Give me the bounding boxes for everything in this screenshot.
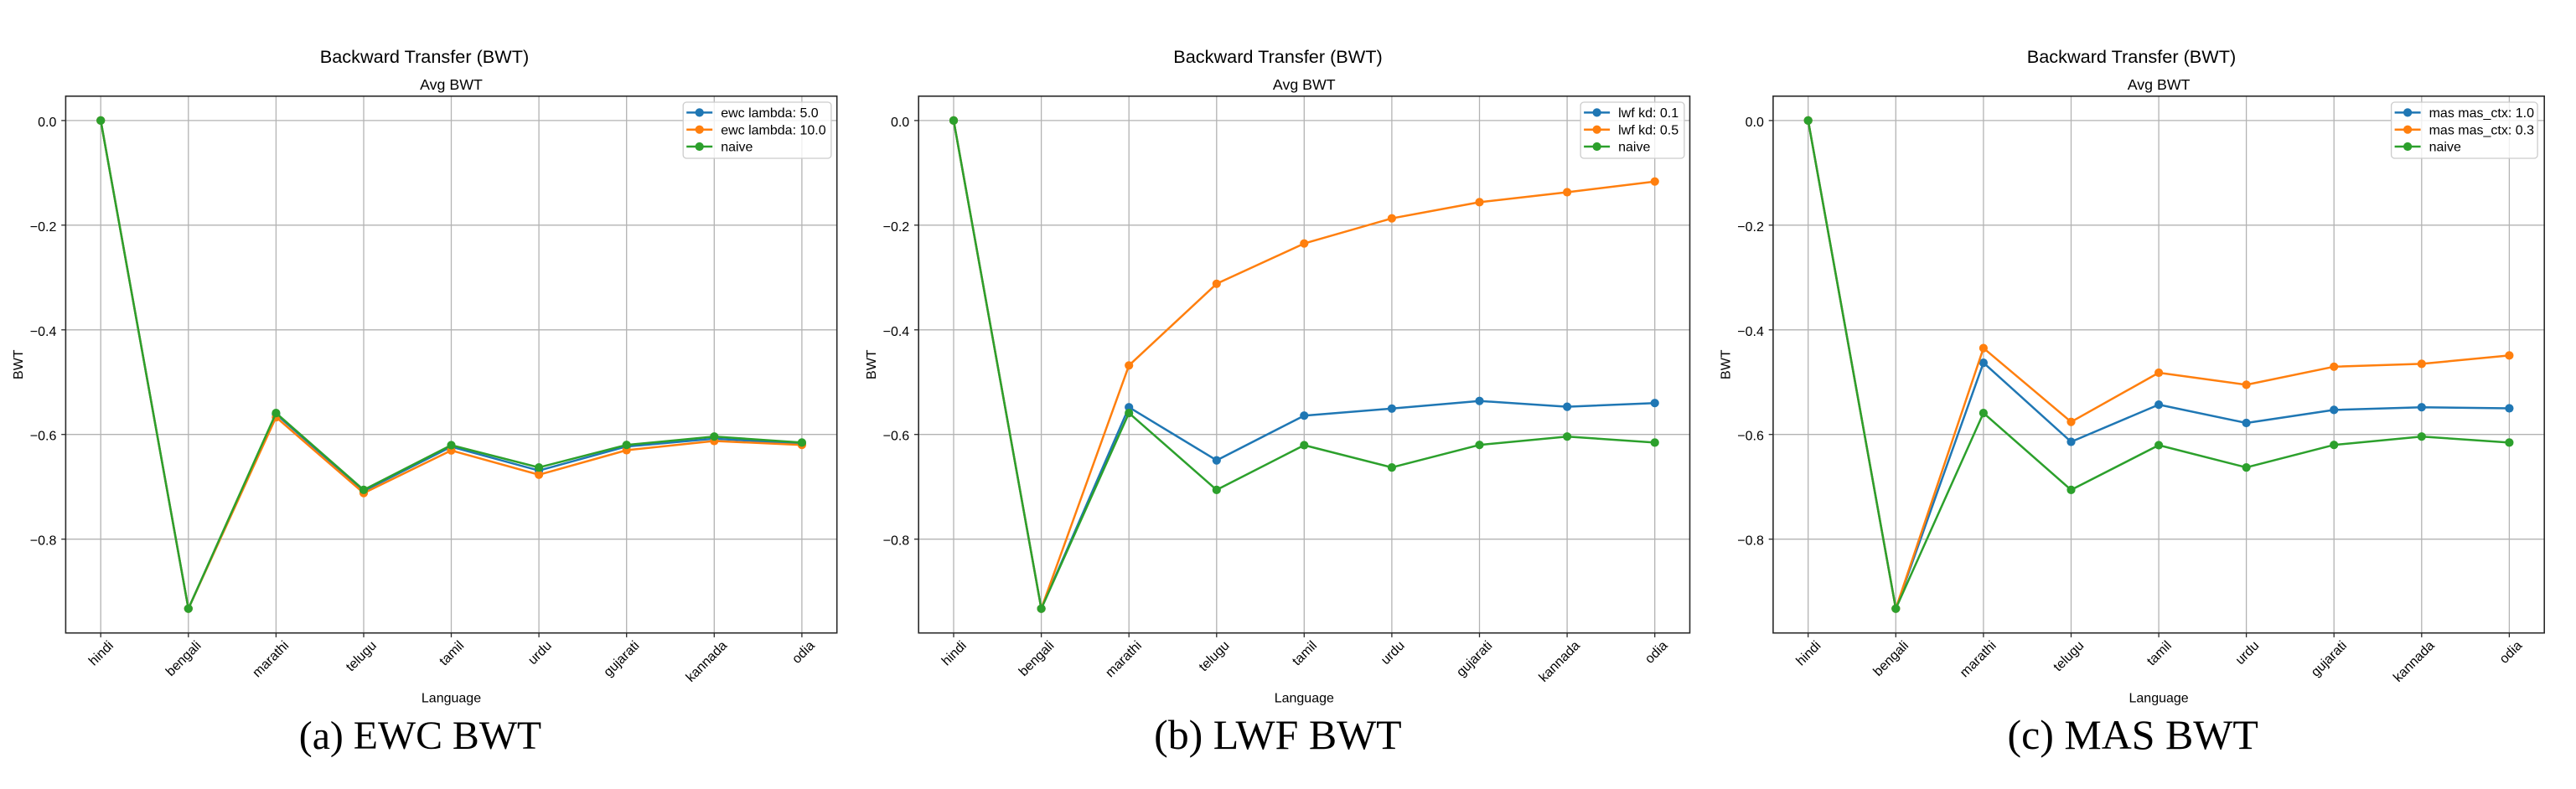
svg-text:Avg BWT: Avg BWT	[420, 76, 483, 93]
svg-text:Backward Transfer (BWT): Backward Transfer (BWT)	[320, 46, 529, 67]
svg-text:naive: naive	[2429, 141, 2461, 155]
svg-text:Avg BWT: Avg BWT	[1273, 76, 1336, 93]
svg-text:Language: Language	[1275, 692, 1334, 706]
svg-text:−0.2: −0.2	[883, 220, 910, 235]
svg-text:BWT: BWT	[1720, 349, 1734, 379]
svg-text:ewc lambda: 10.0: ewc lambda: 10.0	[721, 123, 826, 137]
svg-text:0.0: 0.0	[38, 116, 56, 130]
svg-text:−0.4: −0.4	[30, 325, 57, 339]
svg-text:lwf kd: 0.1: lwf kd: 0.1	[1618, 106, 1679, 121]
svg-text:−0.8: −0.8	[883, 534, 910, 549]
svg-text:(a) EWC BWT: (a) EWC BWT	[299, 714, 541, 758]
svg-text:mas mas_ctx: 1.0: mas mas_ctx: 1.0	[2429, 106, 2534, 121]
svg-text:ewc lambda: 5.0: ewc lambda: 5.0	[721, 106, 819, 121]
svg-text:(b) LWF BWT: (b) LWF BWT	[1154, 712, 1402, 758]
svg-text:−0.6: −0.6	[30, 430, 57, 444]
svg-text:BWT: BWT	[865, 349, 879, 379]
svg-text:−0.8: −0.8	[30, 534, 57, 549]
svg-text:0.0: 0.0	[891, 116, 909, 130]
svg-text:naive: naive	[721, 141, 753, 155]
svg-text:Language: Language	[2129, 692, 2189, 706]
svg-text:lwf kd: 0.5: lwf kd: 0.5	[1618, 123, 1679, 137]
svg-text:Avg BWT: Avg BWT	[2128, 76, 2191, 93]
svg-text:Language: Language	[422, 692, 481, 706]
svg-text:0.0: 0.0	[1746, 116, 1764, 130]
svg-text:Backward Transfer (BWT): Backward Transfer (BWT)	[1173, 46, 1382, 67]
svg-text:−0.8: −0.8	[1737, 534, 1764, 549]
svg-text:−0.4: −0.4	[1737, 325, 1764, 339]
svg-text:BWT: BWT	[12, 349, 26, 379]
svg-text:−0.2: −0.2	[30, 220, 57, 235]
svg-text:−0.4: −0.4	[883, 325, 910, 339]
svg-text:mas mas_ctx: 0.3: mas mas_ctx: 0.3	[2429, 123, 2534, 137]
svg-text:Backward Transfer (BWT): Backward Transfer (BWT)	[2027, 46, 2236, 67]
svg-text:−0.2: −0.2	[1737, 220, 1764, 235]
svg-text:naive: naive	[1618, 141, 1650, 155]
svg-text:−0.6: −0.6	[883, 430, 910, 444]
svg-text:−0.6: −0.6	[1737, 430, 1764, 444]
svg-text:(c) MAS BWT: (c) MAS BWT	[2008, 712, 2258, 758]
